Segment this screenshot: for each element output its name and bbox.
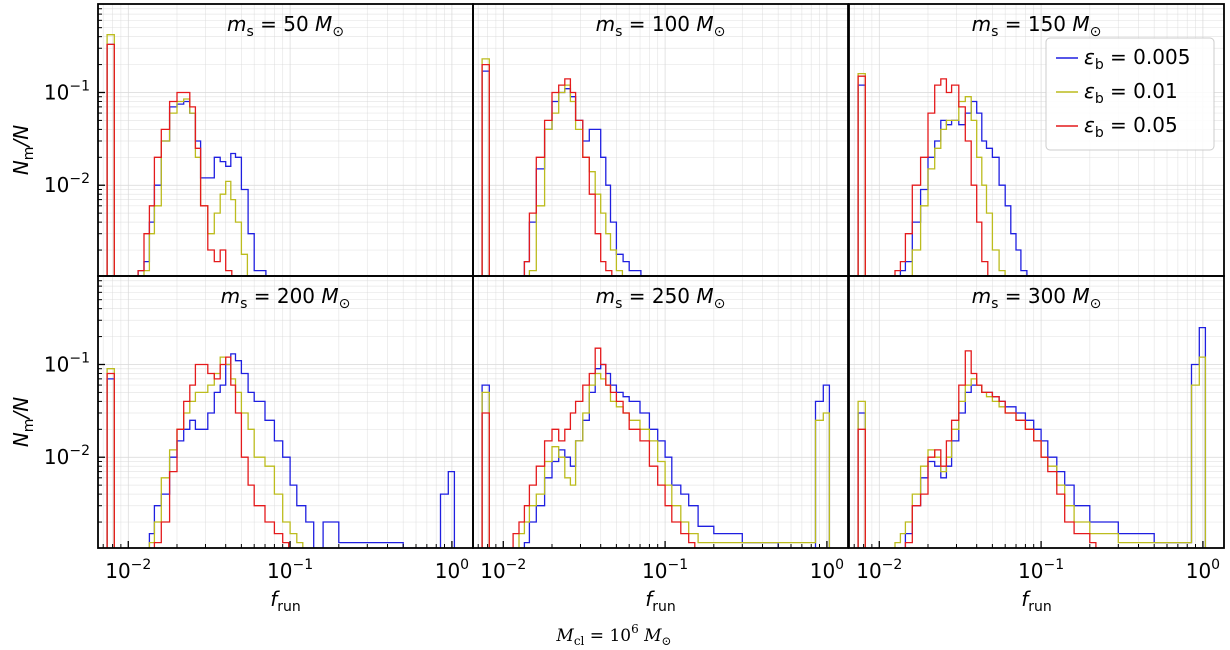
histogram-series-0.005 (106, 353, 456, 548)
x-axis-label: frun (270, 587, 301, 615)
histogram-series-0.005 (106, 43, 267, 276)
y-axis-label: Nm/N (9, 397, 37, 447)
legend-label-0.005: εb = 0.005 (1084, 45, 1190, 73)
y-tick-label: 10−2 (44, 443, 90, 469)
histogram-series-0.005 (481, 70, 642, 276)
histogram-series-0.05 (106, 43, 233, 276)
panel-3: ms = 150 M⊙ εb = 0.005 εb = 0.01 εb = 0.05 (848, 3, 1225, 277)
axis-ticks (477, 544, 821, 548)
x-tick-label: 10−2 (105, 557, 151, 583)
histogram-series-0.05 (481, 347, 696, 548)
x-tick-label: 100 (435, 557, 469, 583)
grid-lines (473, 3, 848, 276)
histogram-series-0.01 (857, 72, 1006, 276)
axis-ticks (98, 275, 446, 548)
axis-ticks (853, 544, 1197, 548)
panel-title: ms = 50 M⊙ (227, 12, 344, 40)
panel-frame (472, 275, 849, 549)
legend-label-0.05: εb = 0.05 (1084, 113, 1178, 141)
x-tick-label: 10−2 (856, 557, 902, 583)
panel-5: 10−2 10−1 100 frun ms = 250 M⊙ (472, 275, 849, 615)
x-tick-label: 100 (810, 557, 844, 583)
panel-title: ms = 150 M⊙ (972, 12, 1102, 40)
y-tick-label: 10−2 (44, 171, 90, 197)
x-tick-label: 10−2 (480, 557, 526, 583)
histogram-series-0.05 (481, 63, 613, 276)
series-group (481, 347, 831, 548)
panel-frame (848, 275, 1225, 549)
x-axis-label: frun (1021, 587, 1052, 615)
panel-6: 10−2 10−1 100 frun ms = 300 M⊙ (848, 275, 1225, 615)
panel-title: ms = 250 M⊙ (596, 284, 726, 312)
panel-title: ms = 100 M⊙ (596, 12, 726, 40)
histogram-series-0.05 (857, 350, 1097, 548)
panel-grid: 10−2 10−1 Nm/N ms = 50 M⊙ ms = 100 M⊙ ms = 15… (9, 3, 1225, 615)
x-tick-label: 10−1 (642, 557, 688, 583)
y-tick-label: 10−1 (44, 350, 90, 376)
x-tick-label: 100 (1186, 557, 1220, 583)
series-group (857, 72, 1028, 276)
histogram-series-0.01 (857, 356, 1207, 548)
panel-1: 10−2 10−1 Nm/N ms = 50 M⊙ (9, 3, 474, 277)
y-axis-label: Nm/N (9, 125, 37, 175)
figure-caption: Mcl = 106 M⊙ (555, 622, 671, 648)
y-tick-label: 10−1 (44, 78, 90, 104)
grid-lines (849, 275, 1224, 548)
panel-frame (97, 3, 474, 277)
series-group (857, 326, 1207, 548)
series-group (106, 353, 456, 548)
x-axis-label: frun (645, 587, 676, 615)
legend-box (1045, 37, 1215, 151)
legend: εb = 0.005 εb = 0.01 εb = 0.05 (1045, 37, 1215, 151)
panel-title: ms = 300 M⊙ (972, 284, 1102, 312)
series-group (481, 58, 642, 276)
panel-2: ms = 100 M⊙ (472, 3, 849, 277)
grid-lines (98, 3, 473, 276)
histogram-series-0.005 (857, 84, 1028, 276)
x-tick-label: 10−1 (267, 557, 313, 583)
panel-title: ms = 200 M⊙ (221, 284, 351, 312)
series-group (106, 34, 267, 276)
histogram-series-0.005 (857, 326, 1207, 548)
panel-4: 10−2 10−1 100 frun 10−2 10−1 Nm/N ms = 200 M⊙ (9, 275, 474, 615)
histogram-series-0.05 (857, 75, 989, 276)
x-tick-label: 10−1 (1018, 557, 1064, 583)
histogram-series-0.05 (106, 356, 290, 548)
histogram-series-0.005 (481, 363, 831, 548)
histogram-series-0.01 (106, 356, 304, 548)
legend-label-0.01: εb = 0.01 (1084, 79, 1178, 107)
axis-ticks (98, 3, 102, 251)
